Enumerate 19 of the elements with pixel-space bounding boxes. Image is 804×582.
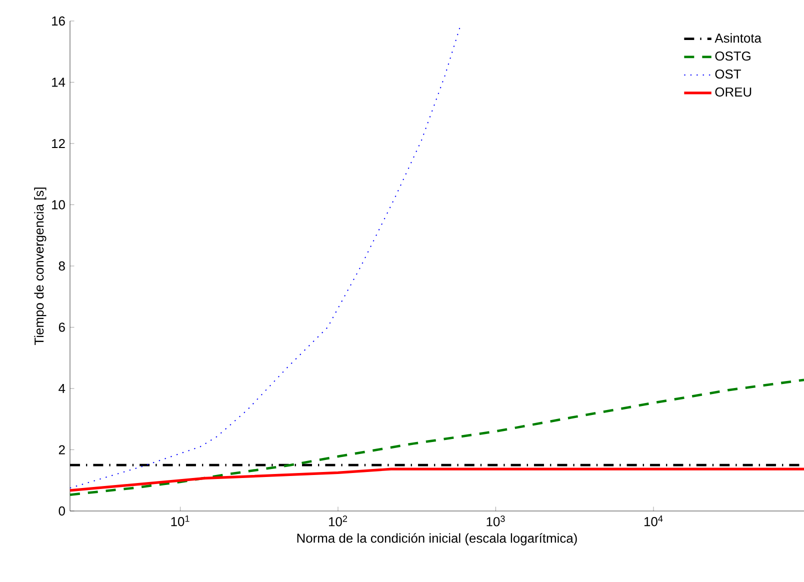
y-tick-label: 12: [52, 138, 65, 148]
y-tick-label: 4: [58, 384, 66, 393]
y-axis-title: Tiempo de convergencia [s]: [34, 188, 46, 346]
y-tick-label: 16: [52, 16, 65, 26]
x-axis-title: Norma de la condición inicial (escala logarítmica): [297, 533, 577, 546]
x-tick-label: 10$^{4}$: [644, 516, 663, 526]
legend-label: OSTG: [715, 51, 750, 61]
legend-label: OST: [715, 69, 741, 79]
y-tick-label: 0: [58, 506, 65, 516]
y-tick-label: 14: [52, 78, 66, 87]
x-tick-label: 10$^{3}$: [486, 516, 505, 526]
x-tick-label: 10$^{1}$: [171, 516, 190, 526]
y-tick-label: 10: [52, 200, 65, 210]
legend-label: OREU: [715, 87, 752, 97]
y-tick-label: 6: [58, 322, 65, 332]
y-tick-label: 8: [58, 261, 65, 271]
x-tick-label: 10$^{2}$: [329, 516, 348, 526]
legend-label: Asintota: [714, 33, 762, 43]
y-tick-label: 2: [58, 445, 65, 454]
